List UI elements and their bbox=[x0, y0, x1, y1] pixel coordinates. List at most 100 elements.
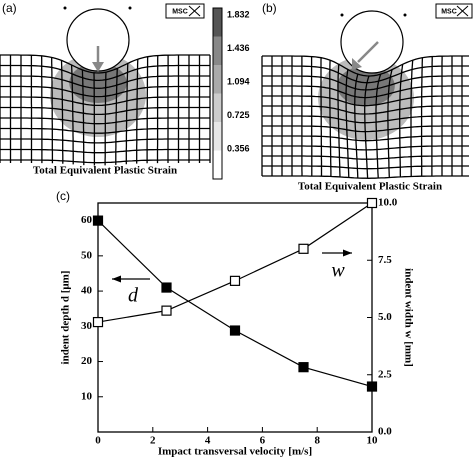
logo: MSC bbox=[441, 8, 457, 15]
mesh-line bbox=[410, 60, 414, 177]
mesh-line bbox=[262, 115, 469, 124]
mesh-line bbox=[262, 75, 469, 91]
mesh-line bbox=[262, 145, 469, 151]
x-axis-title: Impact transversal velocity [m/s] bbox=[158, 446, 312, 458]
mesh-line bbox=[329, 60, 332, 177]
mesh-line bbox=[262, 175, 469, 179]
mesh-line bbox=[375, 73, 382, 179]
mesh-b bbox=[261, 55, 469, 179]
mesh-line bbox=[320, 57, 323, 177]
legend-label: d bbox=[128, 285, 139, 307]
marker bbox=[92, 215, 104, 226]
colorbar: 1.832 1.436 1.094 0.725 0.356 bbox=[212, 7, 250, 180]
mesh-a bbox=[0, 53, 211, 166]
chart: 0 2 4 6 8 10 10 20 30 40 50 60 0.0 2.5 5.0 7.5 10.0 Impac… bbox=[60, 197, 415, 458]
arrow-head bbox=[352, 58, 362, 70]
mesh-line bbox=[262, 55, 469, 77]
marker bbox=[366, 197, 378, 209]
mesh-line bbox=[262, 105, 469, 115]
panel-label: (b) bbox=[262, 1, 277, 15]
y2-tick-label: 0.0 bbox=[378, 426, 392, 438]
mesh-line bbox=[364, 75, 370, 179]
y-tick-label: 30 bbox=[81, 320, 93, 332]
mesh-line bbox=[262, 95, 469, 107]
colorbar-step bbox=[213, 122, 222, 151]
y2-tick-label: 2.5 bbox=[378, 368, 392, 380]
mesh-line bbox=[420, 57, 424, 177]
caption: Total Equivalent Plastic Strain bbox=[33, 165, 177, 177]
y-tick-label: 50 bbox=[81, 249, 93, 261]
marker bbox=[161, 305, 172, 316]
mesh-line bbox=[262, 135, 469, 142]
mesh-line bbox=[354, 73, 359, 179]
y-axis-title: indent depth d [μm] bbox=[60, 271, 72, 365]
series-line bbox=[97, 220, 373, 388]
y-tick-label: 10 bbox=[81, 390, 93, 402]
logo-box bbox=[435, 3, 473, 19]
mesh-line bbox=[262, 125, 469, 133]
plot-frame bbox=[97, 202, 373, 433]
colorbar-step bbox=[213, 150, 222, 179]
y2-tick-label: 7.5 bbox=[378, 254, 392, 266]
indenter bbox=[340, 10, 404, 74]
mesh-line bbox=[70, 64, 74, 165]
colorbar-frame bbox=[212, 7, 223, 180]
mesh-line bbox=[125, 63, 129, 165]
y-tick-label: 40 bbox=[81, 285, 93, 297]
logo-box bbox=[165, 3, 205, 19]
mesh-line bbox=[115, 68, 118, 165]
marker bbox=[298, 243, 309, 254]
logo-mark bbox=[188, 5, 201, 17]
dot bbox=[403, 13, 407, 17]
logo: MSC bbox=[172, 8, 188, 15]
mesh-line bbox=[81, 69, 85, 166]
x-tick-label: 8 bbox=[314, 435, 320, 447]
caption: Total Equivalent Plastic Strain bbox=[298, 181, 442, 193]
dot bbox=[128, 6, 132, 10]
mesh-line bbox=[387, 69, 393, 178]
mesh-line bbox=[146, 56, 149, 164]
mesh-line bbox=[51, 57, 54, 164]
logo-mark bbox=[456, 5, 469, 17]
y-tick-label: 20 bbox=[81, 355, 93, 367]
mesh-line bbox=[60, 60, 64, 164]
mesh-line bbox=[337, 64, 341, 177]
arrow-head bbox=[92, 62, 104, 72]
y2-tick-label: 10.0 bbox=[378, 197, 398, 209]
marker bbox=[229, 325, 241, 336]
mesh-line bbox=[345, 69, 350, 178]
marker bbox=[161, 282, 172, 293]
colorbar-step bbox=[213, 65, 222, 94]
marker bbox=[366, 381, 378, 392]
colorbar-label: 0.356 bbox=[227, 143, 250, 153]
dot bbox=[340, 13, 344, 17]
dot bbox=[63, 6, 67, 10]
mesh-line bbox=[104, 72, 107, 166]
colorbar-step bbox=[213, 8, 222, 37]
x-tick-label: 10 bbox=[367, 435, 379, 447]
mesh-line bbox=[262, 165, 469, 170]
marker bbox=[229, 275, 241, 286]
panel-label: (a) bbox=[2, 1, 17, 15]
colorbar-step bbox=[213, 93, 222, 122]
x-tick-label: 2 bbox=[150, 435, 156, 447]
mesh-line bbox=[262, 85, 469, 99]
legend-arrow-head bbox=[343, 249, 352, 257]
panel-label: (c) bbox=[56, 189, 70, 203]
legend-arrow-head bbox=[112, 275, 121, 283]
colorbar-label: 0.725 bbox=[227, 110, 250, 120]
colorbar-step bbox=[213, 36, 222, 65]
y2-tick-label: 5.0 bbox=[378, 311, 392, 323]
x-tick-label: 6 bbox=[260, 435, 266, 447]
y2-axis-title: indent width w [mm] bbox=[402, 268, 414, 367]
marker bbox=[92, 316, 104, 328]
mesh-line bbox=[136, 59, 139, 164]
x-tick-label: 4 bbox=[205, 435, 211, 447]
mesh-line bbox=[262, 155, 469, 160]
legend-label: w bbox=[331, 260, 345, 282]
y-tick-label: 60 bbox=[81, 214, 93, 226]
colorbar-label: 1.094 bbox=[227, 76, 250, 86]
mesh-line bbox=[262, 65, 469, 84]
colorbar-label: 1.832 bbox=[227, 9, 250, 19]
